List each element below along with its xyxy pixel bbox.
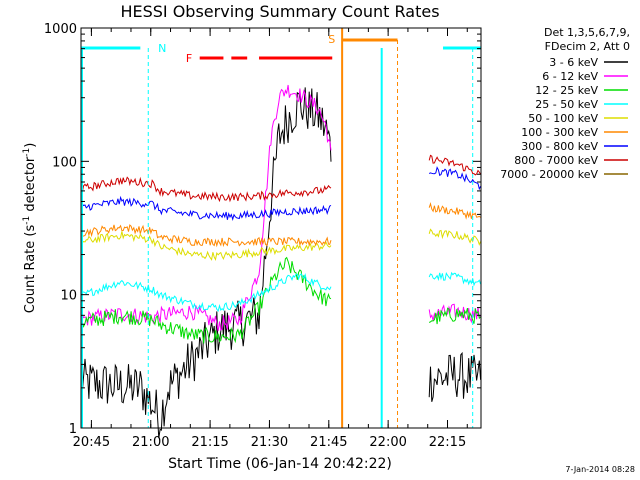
series-line — [80, 84, 332, 332]
plot-frame — [80, 27, 482, 429]
series-line — [428, 351, 482, 402]
series-line — [428, 201, 481, 220]
timestamp: 7-Jan-2014 08:28 — [565, 465, 635, 474]
series-line — [428, 228, 482, 246]
legend-header-2: FDecim 2, Att 0 — [545, 40, 630, 53]
series-line — [428, 271, 482, 287]
series-line — [80, 231, 332, 261]
y-tick-label: 1 — [69, 422, 77, 437]
x-tick-label: 21:00 — [132, 435, 169, 450]
x-tick-label: 22:15 — [429, 435, 466, 450]
marker-label-n: N — [158, 42, 166, 55]
y-axis-label: Count Rate (s-1 detector-1) — [22, 143, 38, 314]
legend-label: 6 - 12 keV — [542, 70, 598, 83]
y-tick-label: 1000 — [44, 22, 77, 37]
x-axis-label: Start Time (06-Jan-14 20:42:22) — [168, 456, 392, 472]
x-tick-label: 22:00 — [369, 435, 406, 450]
marker-label-s: S — [328, 33, 335, 46]
series-line — [80, 87, 332, 439]
series-line — [428, 166, 482, 191]
legend-label: 3 - 6 keV — [549, 56, 598, 69]
x-tick-label: 20:45 — [73, 435, 110, 450]
legend-label: 7000 - 20000 keV — [500, 168, 598, 181]
legend-label: 12 - 25 keV — [535, 84, 598, 97]
legend-label: 800 - 7000 keV — [514, 154, 598, 167]
legend-header-1: Det 1,3,5,6,7,9, — [544, 26, 630, 39]
legend-label: 25 - 50 keV — [535, 98, 598, 111]
series-line — [80, 176, 332, 203]
series-line — [428, 307, 481, 325]
x-tick-label: 21:15 — [191, 435, 228, 450]
x-axis: 20:45 21:00 21:15 21:30 21:45 22:00 22:15 — [73, 28, 468, 450]
legend: Det 1,3,5,6,7,9, FDecim 2, Att 0 3 - 6 k… — [500, 26, 630, 181]
series-line — [80, 195, 332, 221]
series-line — [80, 272, 332, 312]
series-line — [80, 256, 332, 344]
y-axis: 1 10 100 1000 — [44, 22, 481, 437]
x-tick-label: 21:45 — [310, 435, 347, 450]
marker-label-f: F — [186, 52, 192, 65]
y-tick-label: 100 — [52, 155, 77, 170]
plot-area: N F S — [80, 28, 482, 439]
chart-title: HESSI Observing Summary Count Rates — [120, 2, 439, 21]
legend-label: 300 - 800 keV — [521, 140, 598, 153]
x-tick-label: 21:30 — [251, 435, 288, 450]
series-line — [428, 303, 481, 324]
legend-label: 50 - 100 keV — [528, 112, 598, 125]
series-line — [80, 224, 332, 248]
legend-label: 100 - 300 keV — [521, 126, 598, 139]
y-tick-label: 10 — [60, 289, 77, 304]
series-line — [428, 154, 482, 176]
